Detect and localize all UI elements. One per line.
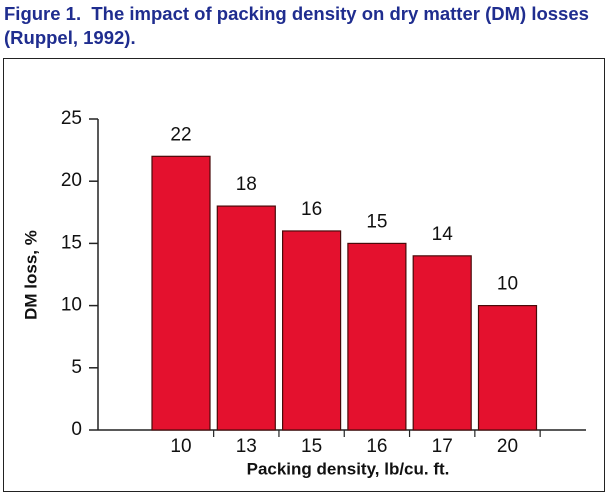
data-label: 10	[497, 274, 518, 295]
bar	[282, 230, 342, 431]
x-tick-label: 16	[366, 436, 387, 457]
bar	[412, 255, 472, 431]
data-label: 14	[432, 224, 454, 245]
x-tick-label: 13	[236, 436, 257, 457]
y-tick-label: 0	[71, 419, 82, 440]
chart-frame	[3, 58, 605, 492]
y-axis-title: DM loss, %	[21, 230, 40, 320]
y-tick-label: 10	[61, 295, 82, 316]
y-tick-label: 15	[61, 232, 82, 253]
x-axis-title: Packing density, lb/cu. ft.	[247, 459, 450, 478]
y-tick-label: 25	[61, 108, 82, 129]
y-tick-label: 20	[61, 170, 82, 191]
x-tick-label: 10	[170, 436, 191, 457]
data-label: 16	[301, 199, 322, 220]
data-label: 18	[236, 174, 257, 195]
data-label: 22	[170, 124, 191, 145]
bar	[347, 242, 407, 431]
x-tick-label: 20	[497, 436, 518, 457]
y-tick-label: 5	[71, 357, 82, 378]
x-tick-label: 17	[432, 436, 453, 457]
bar	[477, 305, 538, 431]
x-tick-label: 15	[301, 436, 322, 457]
chart-title: Figure 1. The impact of packing density …	[4, 3, 589, 48]
bar	[151, 155, 211, 431]
bar	[216, 205, 276, 431]
data-label: 15	[366, 211, 387, 232]
